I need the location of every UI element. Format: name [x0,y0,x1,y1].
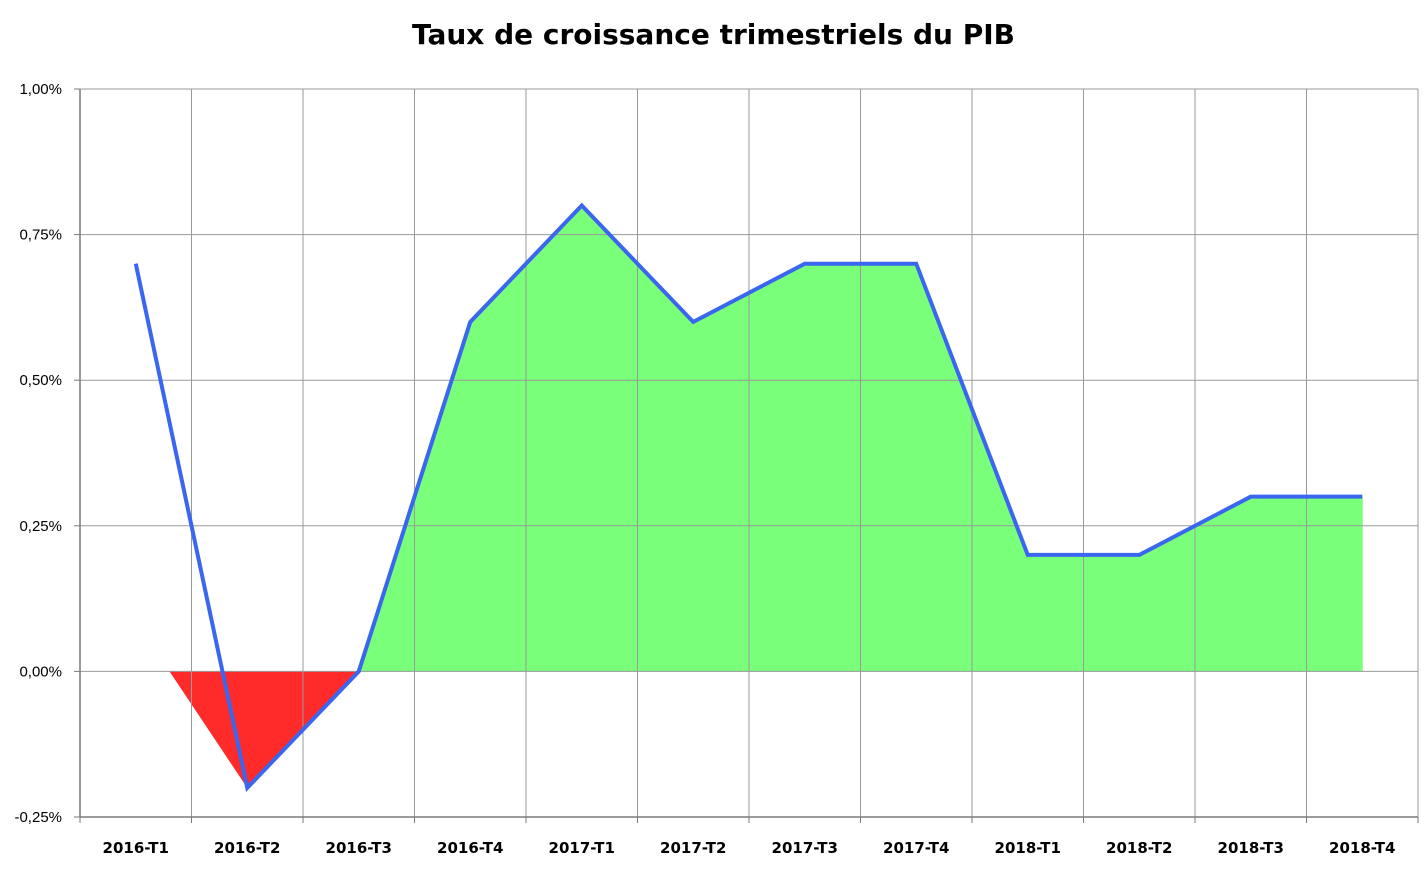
x-tick-label: 2016-T4 [437,839,503,857]
y-tick-label: 0,00% [19,663,62,680]
y-tick-label: 0,50% [19,372,62,389]
x-tick-label: 2018-T1 [995,839,1061,857]
x-tick-label: 2017-T1 [549,839,615,857]
y-tick-label: 1,00% [19,81,62,98]
x-tick-label: 2018-T4 [1329,839,1395,857]
negative-area-dip [169,671,359,788]
x-tick-label: 2018-T3 [1218,839,1284,857]
x-tick-label: 2017-T3 [772,839,838,857]
x-tick-label: 2018-T2 [1106,839,1172,857]
gridlines [74,88,1419,823]
x-tick-label: 2017-T4 [883,839,949,857]
x-tick-label: 2016-T3 [326,839,392,857]
y-tick-label: -0,25% [14,809,62,826]
x-tick-label: 2016-T2 [214,839,280,857]
positive-area-tail [1361,496,1363,672]
y-tick-label: 0,25% [19,518,62,535]
x-axis-ticks: 2016-T1 2016-T2 2016-T3 2016-T4 2017-T1 2017-… [103,839,1396,857]
chart-title: Taux de croissance trimestriels du PIB [411,18,1016,51]
x-tick-label: 2017-T2 [660,839,726,857]
x-tick-label: 2016-T1 [103,839,169,857]
y-axis-ticks: -0,25% 0,00% 0,25% 0,50% 0,75% 1,00% [14,81,62,826]
area-fills [169,204,1363,788]
y-tick-label: 0,75% [19,227,62,244]
series-line-layer [133,202,1363,792]
series-line [133,202,1363,792]
